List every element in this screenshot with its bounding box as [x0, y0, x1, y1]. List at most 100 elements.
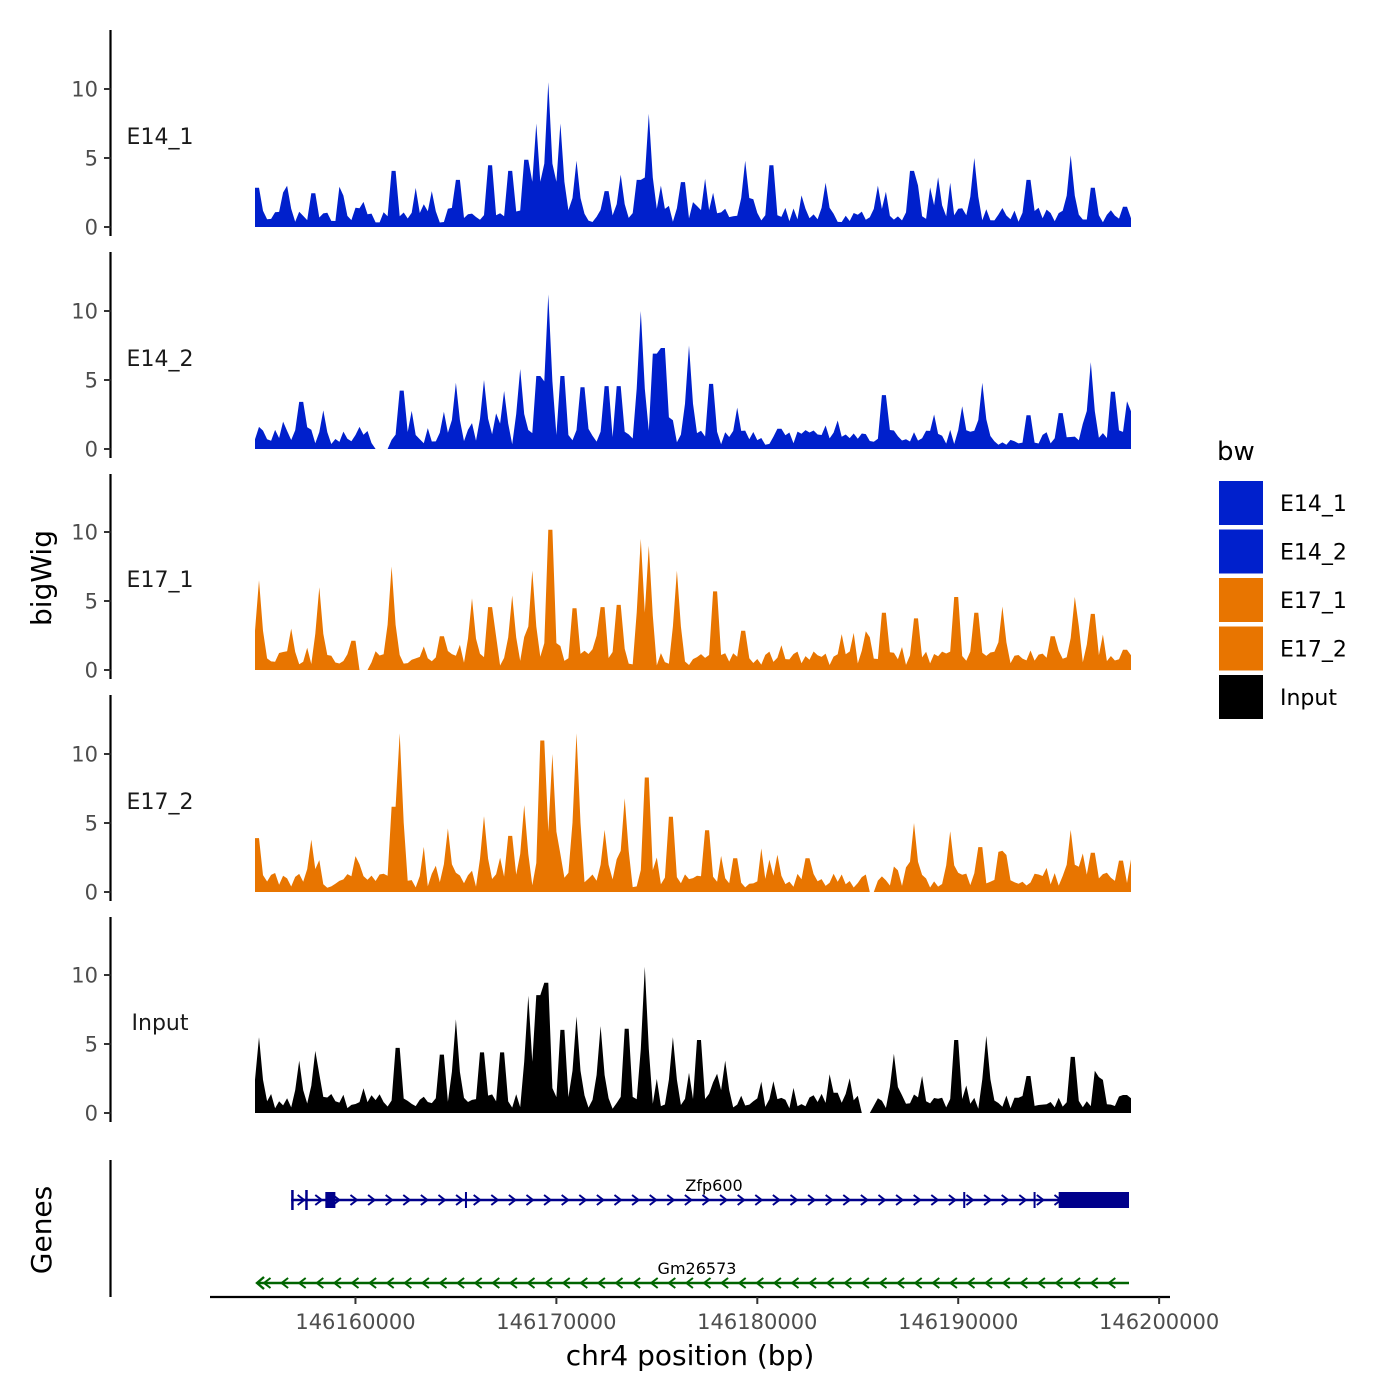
strand-arrow: [508, 1277, 518, 1289]
strand-arrow: [1001, 1277, 1011, 1289]
legend-swatch-E17_2: [1217, 624, 1265, 673]
strand-arrow: [526, 1277, 536, 1289]
signal-area-E14_1: [255, 82, 1131, 227]
y-tick-label: 5: [85, 147, 98, 171]
strand-arrow: [315, 1277, 324, 1289]
genes-axis-title: Genes: [25, 1186, 58, 1274]
strand-arrow: [349, 1194, 359, 1206]
x-tick-label: 146200000: [1099, 1310, 1219, 1334]
strand-arrow: [525, 1194, 535, 1206]
strand-arrow: [437, 1194, 447, 1206]
strand-arrow: [473, 1277, 483, 1289]
strand-arrow: [772, 1277, 782, 1289]
strand-arrow: [807, 1194, 817, 1206]
strand-arrow: [491, 1277, 500, 1289]
y-tick-label: 5: [85, 812, 98, 836]
strand-arrow: [367, 1194, 377, 1206]
strand-arrow: [1107, 1277, 1116, 1289]
strand-arrow: [772, 1194, 782, 1206]
strand-arrow: [614, 1277, 624, 1289]
strand-arrow: [754, 1194, 764, 1206]
y-tick-label: 10: [71, 743, 98, 767]
strand-arrow: [1036, 1194, 1046, 1206]
signal-area-E14_2: [255, 294, 1131, 449]
exon: [291, 1190, 294, 1210]
strand-arrow: [948, 1194, 958, 1206]
y-tick-label: 5: [85, 369, 98, 393]
exon: [305, 1190, 308, 1210]
legend-label: E14_1: [1280, 492, 1347, 517]
strand-arrow: [1001, 1194, 1010, 1206]
strand-arrow: [314, 1194, 324, 1206]
track-E17_2: 0 5 10 E17_2: [71, 695, 1131, 905]
strand-arrow: [561, 1194, 570, 1206]
strand-end-arrow: [255, 1276, 265, 1290]
strand-arrow: [262, 1277, 272, 1289]
gene-Zfp600: Zfp600: [291, 1176, 1129, 1210]
strand-arrow: [1071, 1277, 1081, 1289]
strand-arrow: [649, 1194, 658, 1206]
strand-arrow: [966, 1277, 976, 1289]
strand-arrow: [878, 1277, 888, 1289]
y-tick-label: 10: [71, 521, 98, 545]
strand-arrow: [561, 1277, 571, 1289]
track-E14_1: 0 5 10 E14_1: [71, 30, 1131, 240]
y-tick-label: 10: [71, 964, 98, 988]
track-Input: 0 5 10 Input: [71, 917, 1131, 1126]
strand-arrow: [649, 1277, 659, 1289]
strand-arrow: [1018, 1194, 1028, 1206]
strand-arrow: [842, 1194, 852, 1206]
strand-arrow: [860, 1277, 870, 1289]
y-tick-label: 5: [85, 590, 98, 614]
strand-arrow: [279, 1277, 289, 1289]
exon: [1058, 1192, 1129, 1208]
strand-arrow: [666, 1194, 676, 1206]
legend-label: E17_1: [1280, 589, 1347, 614]
exon: [325, 1192, 336, 1208]
track-label: Input: [132, 1011, 189, 1036]
strand-arrow: [350, 1277, 360, 1289]
y-tick-label: 10: [71, 300, 98, 324]
strand-arrow: [913, 1194, 922, 1206]
strand-arrow: [543, 1194, 553, 1206]
strand-arrow: [684, 1277, 694, 1289]
strand-arrow: [403, 1277, 412, 1289]
strand-arrow: [508, 1194, 518, 1206]
strand-arrow: [983, 1277, 993, 1289]
y-tick-label: 0: [85, 659, 98, 683]
strand-arrow: [297, 1277, 307, 1289]
x-axis-title: chr4 position (bp): [566, 1339, 815, 1372]
track-label: E14_2: [127, 347, 194, 372]
legend-label: Input: [1280, 686, 1337, 711]
strand-arrow: [895, 1277, 905, 1289]
y-tick-label: 10: [71, 78, 98, 102]
track-label: E17_1: [127, 568, 194, 593]
legend-swatch-E14_1: [1217, 479, 1265, 527]
strand-arrow: [948, 1277, 958, 1289]
gene-label: Zfp600: [685, 1176, 742, 1195]
strand-arrow: [579, 1277, 588, 1289]
y-tick-label: 0: [85, 438, 98, 462]
strand-arrow: [631, 1277, 641, 1289]
gene-track: Zfp600 Gm26573: [109, 1160, 1129, 1297]
strand-arrow: [1089, 1277, 1099, 1289]
strand-arrow: [543, 1277, 553, 1289]
strand-arrow: [860, 1194, 870, 1206]
strand-arrow: [737, 1194, 746, 1206]
legend: bw E14_1 E14_2 E17_1 E17_2 Input: [1217, 437, 1347, 721]
strand-arrow: [385, 1194, 394, 1206]
gene-label: Gm26573: [658, 1259, 737, 1278]
strand-arrow: [402, 1194, 412, 1206]
strand-arrow: [877, 1194, 887, 1206]
gene-Gm26573: Gm26573: [255, 1259, 1129, 1290]
strand-arrow: [825, 1277, 835, 1289]
strand-arrow: [702, 1277, 712, 1289]
strand-arrow: [578, 1194, 588, 1206]
strand-arrow: [420, 1277, 430, 1289]
strand-arrow: [385, 1277, 395, 1289]
strand-arrow: [420, 1194, 430, 1206]
x-tick-label: 146180000: [697, 1310, 817, 1334]
strand-arrow: [667, 1277, 676, 1289]
strand-arrow: [684, 1194, 694, 1206]
